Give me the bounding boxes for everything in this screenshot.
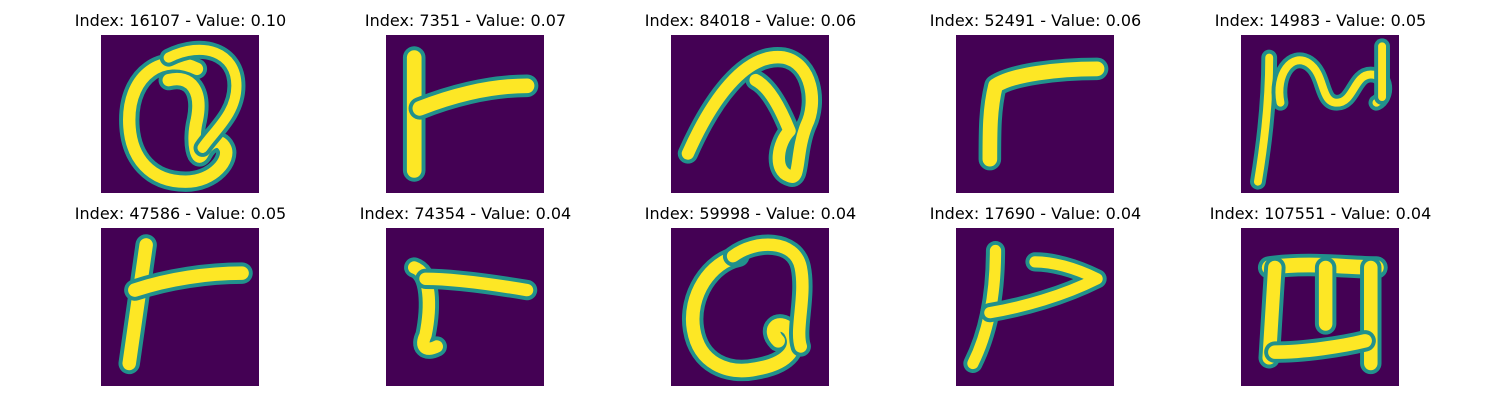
- panel-title: Index: 52491 - Value: 0.06: [929, 11, 1142, 30]
- panel-r2c5: Index: 107551 - Value: 0.04: [1178, 204, 1463, 399]
- panel-title: Index: 107551 - Value: 0.04: [1209, 204, 1432, 223]
- glyph-image-letter-r-hook: [956, 228, 1114, 386]
- glyph-image-letter-a-tall: [671, 35, 829, 193]
- panel-title: Index: 16107 - Value: 0.10: [74, 11, 287, 30]
- panel-title: Index: 47586 - Value: 0.05: [74, 204, 287, 223]
- panel-title: Index: 84018 - Value: 0.06: [644, 11, 857, 30]
- glyph-image-letter-a-round: [671, 228, 829, 386]
- glyph-image-letter-r-flat: [386, 35, 544, 193]
- panel-r2c4: Index: 17690 - Value: 0.04: [893, 204, 1178, 399]
- panel-title: Index: 74354 - Value: 0.04: [359, 204, 572, 223]
- panel-r1c2: Index: 7351 - Value: 0.07: [323, 11, 608, 206]
- glyph-image-letter-r-curve: [956, 35, 1114, 193]
- panel-title: Index: 7351 - Value: 0.07: [364, 11, 567, 30]
- panel-r2c1: Index: 47586 - Value: 0.05: [38, 204, 323, 399]
- panel-r1c4: Index: 52491 - Value: 0.06: [893, 11, 1178, 206]
- panel-title: Index: 59998 - Value: 0.04: [644, 204, 857, 223]
- glyph-image-letter-a-loop: [101, 35, 259, 193]
- panel-title: Index: 14983 - Value: 0.05: [1214, 11, 1427, 30]
- panel-title: Index: 17690 - Value: 0.04: [929, 204, 1142, 223]
- panel-r1c1: Index: 16107 - Value: 0.10: [38, 11, 323, 206]
- panel-r1c3: Index: 84018 - Value: 0.06: [608, 11, 893, 206]
- glyph-image-letter-r-short: [386, 228, 544, 386]
- glyph-image-letter-m-rotated: [1241, 228, 1399, 386]
- glyph-image-letter-r-cross: [101, 228, 259, 386]
- panel-r2c3: Index: 59998 - Value: 0.04: [608, 204, 893, 399]
- panel-r2c2: Index: 74354 - Value: 0.04: [323, 204, 608, 399]
- glyph-image-letter-n-wave: [1241, 35, 1399, 193]
- panel-r1c5: Index: 14983 - Value: 0.05: [1178, 11, 1463, 206]
